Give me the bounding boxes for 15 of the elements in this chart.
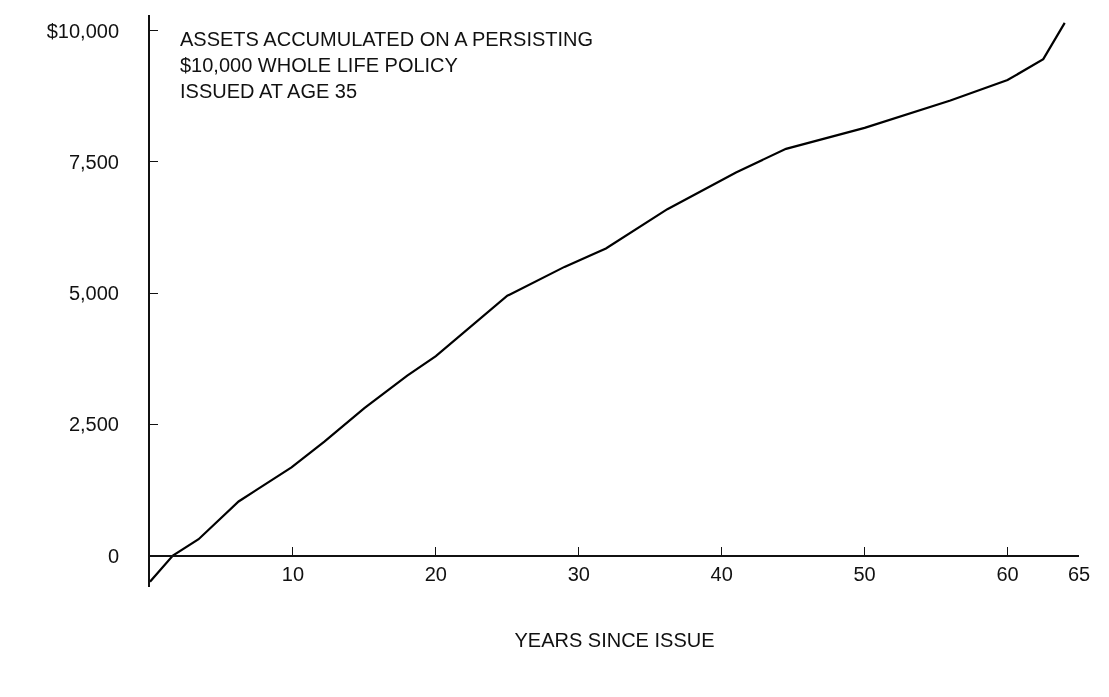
line-series — [150, 21, 1066, 583]
x-axis-title: YEARS SINCE ISSUE — [514, 628, 715, 651]
annotation: ASSETS ACCUMULATED ON A PERSISTING $10,000 WHOLE LIFE POLICY ISSUED AT AGE 35 — [180, 28, 594, 102]
y-tick-label: $10,000 — [46, 19, 119, 42]
x-tick-label: 30 — [567, 562, 590, 585]
x-tick-label: 40 — [710, 562, 733, 585]
y-tick-label: 2,500 — [68, 413, 119, 436]
x-tick-label: 10 — [281, 562, 305, 585]
x-tick-label: 60 — [996, 562, 1019, 585]
y-tick-label: 0 — [107, 544, 119, 567]
x-tick-label: 20 — [424, 562, 447, 585]
x-tick-label: 50 — [853, 562, 876, 585]
y-tick-label: 5,000 — [68, 282, 119, 305]
y-tick-label: 7,500 — [68, 150, 119, 173]
x-tick-label: 65 — [1067, 562, 1091, 585]
